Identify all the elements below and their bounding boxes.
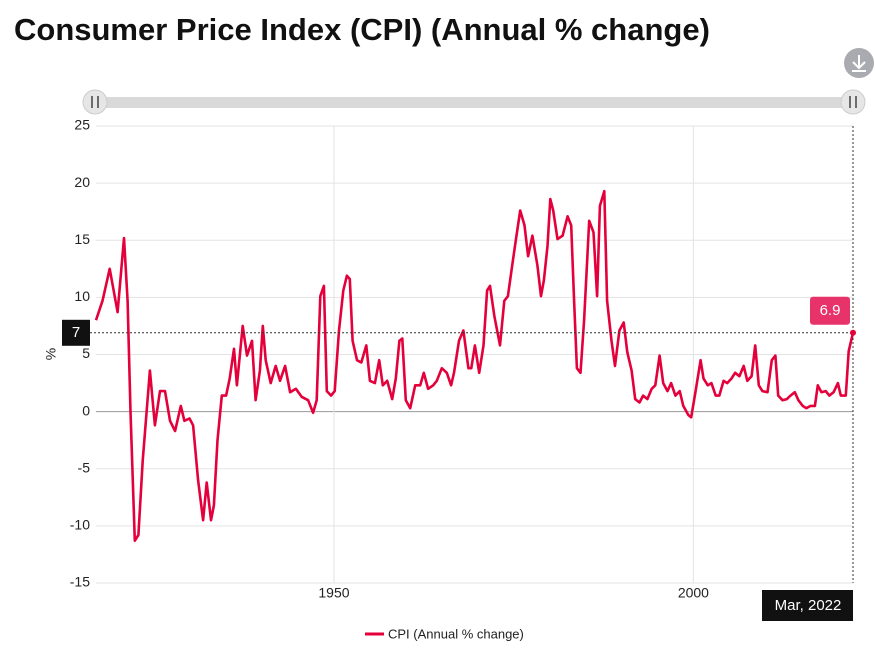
legend-label: CPI (Annual % change) xyxy=(388,626,524,641)
y-tick-label: -15 xyxy=(70,574,90,590)
crosshair-x-label: Mar, 2022 xyxy=(775,597,842,614)
crosshair-y-label: 7 xyxy=(72,324,80,341)
tooltip-box xyxy=(810,296,850,325)
line xyxy=(94,189,855,542)
x-tick-label: 2000 xyxy=(678,585,709,601)
legend-item[interactable]: CPI (Annual % change) xyxy=(365,626,524,641)
y-axis-label: % xyxy=(43,348,59,360)
y-tick-label: 0 xyxy=(82,402,90,418)
hover-point xyxy=(850,329,856,336)
slider-handle-right[interactable] xyxy=(840,89,866,115)
y-tick-label: 10 xyxy=(74,288,90,304)
crosshair-x-box xyxy=(762,590,853,621)
tooltip-value: 6.9 xyxy=(820,302,841,319)
crosshair-y-box xyxy=(62,319,90,346)
y-tick-label: 25 xyxy=(74,117,90,133)
y-tick-label: 15 xyxy=(74,231,90,247)
chart-title: Consumer Price Index (CPI) (Annual % cha… xyxy=(14,12,710,47)
y-tick-label: 5 xyxy=(82,345,90,361)
y-tick-label: -5 xyxy=(78,459,91,475)
y-tick-label: 20 xyxy=(74,174,90,190)
x-tick-label: 1950 xyxy=(318,585,349,601)
download-button[interactable] xyxy=(844,48,874,78)
slider-handle-left[interactable] xyxy=(82,89,108,115)
range-slider[interactable] xyxy=(82,89,866,115)
y-tick-label: -10 xyxy=(70,517,90,533)
